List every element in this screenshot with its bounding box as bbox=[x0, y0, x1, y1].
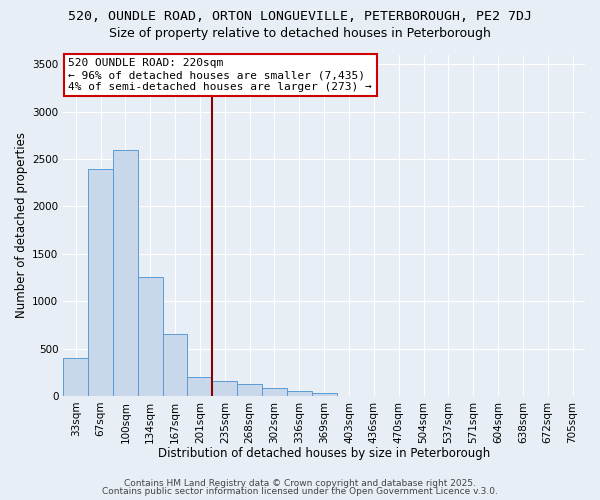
X-axis label: Distribution of detached houses by size in Peterborough: Distribution of detached houses by size … bbox=[158, 447, 490, 460]
Bar bbox=[262, 388, 287, 396]
Bar bbox=[187, 377, 212, 396]
Y-axis label: Number of detached properties: Number of detached properties bbox=[15, 132, 28, 318]
Bar bbox=[287, 391, 312, 396]
Text: 520 OUNDLE ROAD: 220sqm
← 96% of detached houses are smaller (7,435)
4% of semi-: 520 OUNDLE ROAD: 220sqm ← 96% of detache… bbox=[68, 58, 372, 92]
Bar bbox=[113, 150, 138, 396]
Bar bbox=[212, 380, 237, 396]
Bar bbox=[63, 358, 88, 396]
Text: Contains HM Land Registry data © Crown copyright and database right 2025.: Contains HM Land Registry data © Crown c… bbox=[124, 478, 476, 488]
Bar bbox=[138, 278, 163, 396]
Text: Size of property relative to detached houses in Peterborough: Size of property relative to detached ho… bbox=[109, 28, 491, 40]
Text: Contains public sector information licensed under the Open Government Licence v.: Contains public sector information licen… bbox=[102, 487, 498, 496]
Bar bbox=[88, 168, 113, 396]
Bar bbox=[312, 393, 337, 396]
Text: 520, OUNDLE ROAD, ORTON LONGUEVILLE, PETERBOROUGH, PE2 7DJ: 520, OUNDLE ROAD, ORTON LONGUEVILLE, PET… bbox=[68, 10, 532, 23]
Bar bbox=[163, 334, 187, 396]
Bar bbox=[237, 384, 262, 396]
